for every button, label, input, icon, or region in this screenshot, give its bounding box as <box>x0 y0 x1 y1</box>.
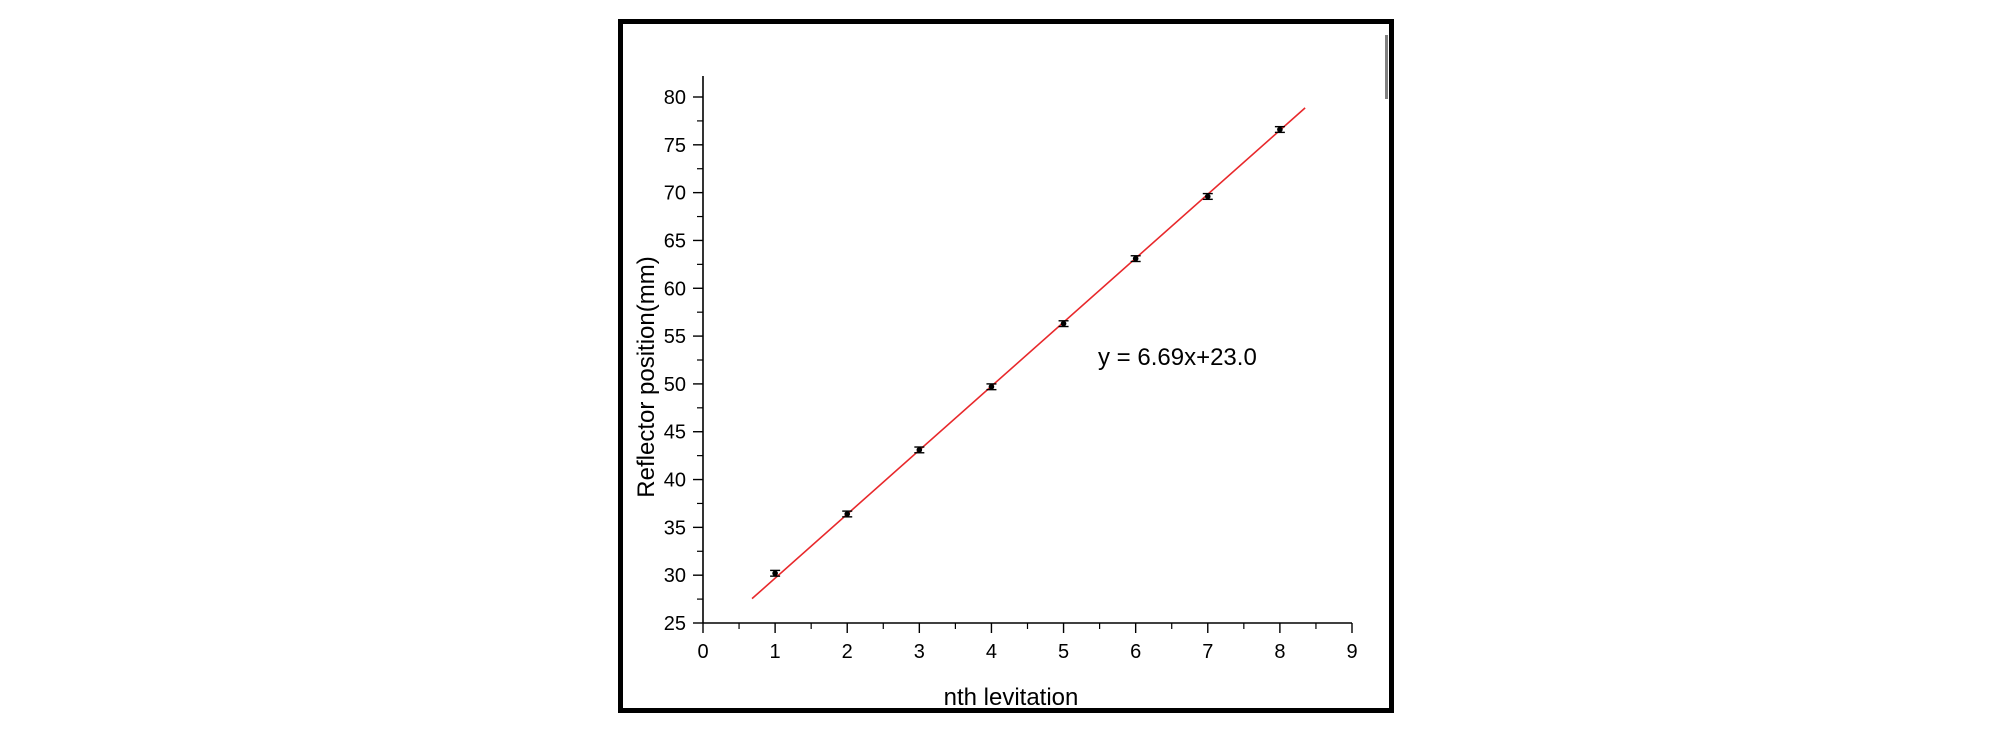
data-point <box>772 570 778 577</box>
x-tick-label: 4 <box>986 641 997 663</box>
data-point <box>844 511 851 517</box>
y-tick-label: 50 <box>664 374 686 396</box>
figure-frame <box>618 19 1394 713</box>
x-tick-label: 6 <box>1130 641 1141 663</box>
y-axis-label: Reflector position(mm) <box>633 256 660 497</box>
x-tick-label: 5 <box>1058 641 1069 663</box>
scrollbar-mark <box>1385 35 1388 99</box>
data-point <box>916 447 923 453</box>
data-point <box>1277 126 1283 133</box>
data-point <box>1132 255 1139 262</box>
y-tick-label: 70 <box>664 183 686 205</box>
x-tick-label: 3 <box>914 641 925 663</box>
y-tick-label: 60 <box>664 278 686 300</box>
y-tick-label: 45 <box>664 422 686 444</box>
x-tick-label: 8 <box>1274 641 1285 663</box>
data-point <box>1060 320 1067 327</box>
x-axis-label: nth levitation <box>944 684 1079 711</box>
x-tick-label: 7 <box>1202 641 1213 663</box>
x-tick-label: 9 <box>1346 641 1357 663</box>
x-tick-label: 2 <box>842 641 853 663</box>
y-tick-label: 25 <box>664 613 686 635</box>
x-tick-label: 0 <box>697 641 708 663</box>
y-tick-label: 65 <box>664 230 686 252</box>
y-tick-label: 30 <box>664 565 686 587</box>
y-tick-label: 80 <box>664 87 686 109</box>
data-point <box>988 383 995 390</box>
data-points <box>770 125 1285 577</box>
y-tick-label: 40 <box>664 470 686 492</box>
y-tick-label: 55 <box>664 326 686 348</box>
data-point <box>1204 193 1211 200</box>
fit-equation-label: y = 6.69x+23.0 <box>1098 344 1257 371</box>
y-tick-label: 75 <box>664 135 686 157</box>
x-tick-label: 1 <box>770 641 781 663</box>
y-tick-label: 35 <box>664 517 686 539</box>
